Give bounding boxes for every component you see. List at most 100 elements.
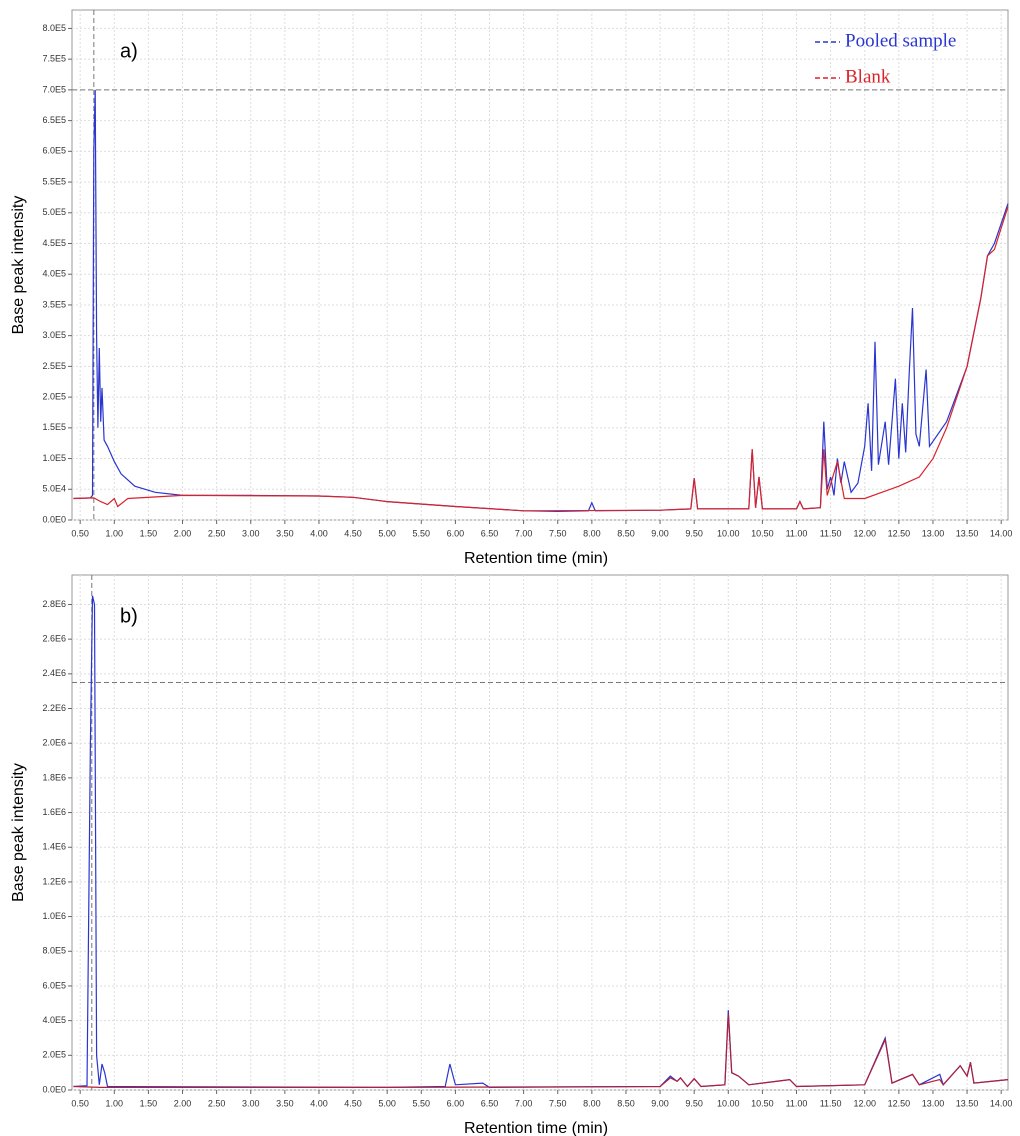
x-tick-label: 3.00: [242, 528, 260, 538]
y-tick-label: 3.5E5: [42, 299, 66, 309]
x-tick-label: 11.50: [820, 1098, 842, 1108]
x-tick-label: 14.00: [990, 528, 1013, 538]
x-tick-label: 9.00: [651, 1098, 669, 1108]
x-tick-label: 1.50: [140, 528, 158, 538]
y-tick-label: 2.0E5: [42, 391, 66, 401]
y-tick-label: 2.6E6: [42, 634, 66, 644]
y-tick-label: 5.0E5: [42, 207, 66, 217]
series-line: [73, 206, 1009, 512]
x-tick-label: 4.50: [344, 528, 362, 538]
legend-label: Blank: [845, 66, 891, 87]
y-tick-label: 1.0E5: [42, 453, 66, 463]
plot-area: [71, 574, 1009, 1091]
x-tick-label: 13.50: [956, 1098, 979, 1108]
x-tick-label: 5.00: [378, 1098, 396, 1108]
annotation: b): [120, 605, 138, 627]
x-tick-label: 1.50: [140, 1098, 158, 1108]
y-tick-label: 1.8E6: [42, 772, 66, 782]
y-tick-label: 6.5E5: [42, 115, 66, 125]
y-tick-label: 0.0E0: [42, 1084, 66, 1094]
x-tick-label: 4.00: [310, 528, 328, 538]
y-tick-label: 1.5E5: [42, 422, 66, 432]
y-tick-label: 2.0E5: [42, 1050, 66, 1060]
x-tick-label: 5.50: [413, 528, 431, 538]
x-tick-label: 8.50: [617, 1098, 635, 1108]
x-tick-label: 8.00: [583, 528, 601, 538]
x-tick-label: 0.50: [71, 528, 89, 538]
x-tick-label: 13.00: [922, 1098, 945, 1108]
x-tick-label: 9.50: [685, 528, 703, 538]
x-axis-title: Retention time (min): [464, 1120, 608, 1136]
y-tick-label: 4.0E5: [42, 1015, 66, 1025]
x-axis-title: Retention time (min): [464, 550, 608, 567]
x-tick-label: 8.50: [617, 528, 635, 538]
y-tick-label: 1.2E6: [42, 876, 66, 886]
x-tick-label: 13.00: [922, 528, 945, 538]
y-tick-label: 1.4E6: [42, 842, 66, 852]
x-tick-label: 11.00: [786, 528, 808, 538]
y-tick-label: 5.0E4: [42, 484, 66, 494]
x-tick-label: 10.00: [717, 528, 740, 538]
y-axis-title: Base peak intensity: [10, 763, 27, 902]
x-tick-label: 8.00: [583, 1098, 601, 1108]
x-tick-label: 12.50: [888, 1098, 911, 1108]
x-tick-label: 6.50: [481, 528, 499, 538]
y-tick-label: 2.2E6: [42, 703, 66, 713]
x-tick-label: 4.00: [310, 1098, 328, 1108]
plot-area: [71, 9, 1009, 521]
y-tick-label: 7.5E5: [42, 54, 66, 64]
x-tick-label: 10.50: [751, 1098, 774, 1108]
y-tick-label: 1.6E6: [42, 807, 66, 817]
y-tick-label: 2.5E5: [42, 361, 66, 371]
x-tick-label: 9.50: [685, 1098, 703, 1108]
y-tick-label: 6.0E5: [42, 980, 66, 990]
x-tick-label: 2.50: [208, 528, 226, 538]
x-tick-label: 3.50: [276, 528, 294, 538]
x-tick-label: 9.00: [651, 528, 669, 538]
y-tick-label: 6.0E5: [42, 146, 66, 156]
x-tick-label: 2.00: [174, 528, 192, 538]
y-tick-label: 2.8E6: [42, 599, 66, 609]
x-tick-label: 10.00: [717, 1098, 740, 1108]
x-tick-label: 4.50: [344, 1098, 362, 1108]
legend-label: Pooled sample: [845, 30, 956, 51]
x-tick-label: 11.50: [820, 528, 842, 538]
x-tick-label: 13.50: [956, 528, 979, 538]
x-tick-label: 7.00: [515, 1098, 533, 1108]
x-tick-label: 1.00: [106, 1098, 124, 1108]
x-tick-label: 3.50: [276, 1098, 294, 1108]
x-tick-label: 2.50: [208, 1098, 226, 1108]
annotation: a): [120, 40, 138, 62]
y-tick-label: 2.4E6: [42, 668, 66, 678]
y-tick-label: 0.0E0: [42, 514, 66, 524]
x-tick-label: 7.50: [549, 1098, 567, 1108]
y-tick-label: 4.5E5: [42, 238, 66, 248]
y-tick-label: 1.0E6: [42, 911, 66, 921]
y-tick-label: 2.0E6: [42, 738, 66, 748]
x-tick-label: 11.00: [786, 1098, 808, 1108]
y-tick-label: 8.0E5: [42, 23, 66, 33]
x-tick-label: 0.50: [71, 1098, 89, 1108]
x-tick-label: 2.00: [174, 1098, 192, 1108]
x-tick-label: 3.00: [242, 1098, 260, 1108]
x-tick-label: 6.00: [447, 1098, 465, 1108]
y-tick-label: 8.0E5: [42, 946, 66, 956]
x-tick-label: 6.00: [447, 528, 465, 538]
y-tick-label: 7.0E5: [42, 84, 66, 94]
x-tick-label: 14.00: [990, 1098, 1013, 1108]
x-tick-label: 10.50: [751, 528, 774, 538]
x-tick-label: 7.00: [515, 528, 533, 538]
x-tick-label: 12.00: [853, 1098, 876, 1108]
x-tick-label: 1.00: [106, 528, 124, 538]
y-axis-title: Base peak intensity: [10, 196, 27, 335]
x-tick-label: 6.50: [481, 1098, 499, 1108]
y-tick-label: 4.0E5: [42, 269, 66, 279]
x-tick-label: 5.00: [378, 528, 396, 538]
x-tick-label: 12.50: [888, 528, 911, 538]
x-tick-label: 5.50: [413, 1098, 431, 1108]
x-tick-label: 12.00: [853, 528, 876, 538]
y-tick-label: 3.0E5: [42, 330, 66, 340]
series-line: [73, 1013, 1009, 1088]
y-tick-label: 5.5E5: [42, 176, 66, 186]
